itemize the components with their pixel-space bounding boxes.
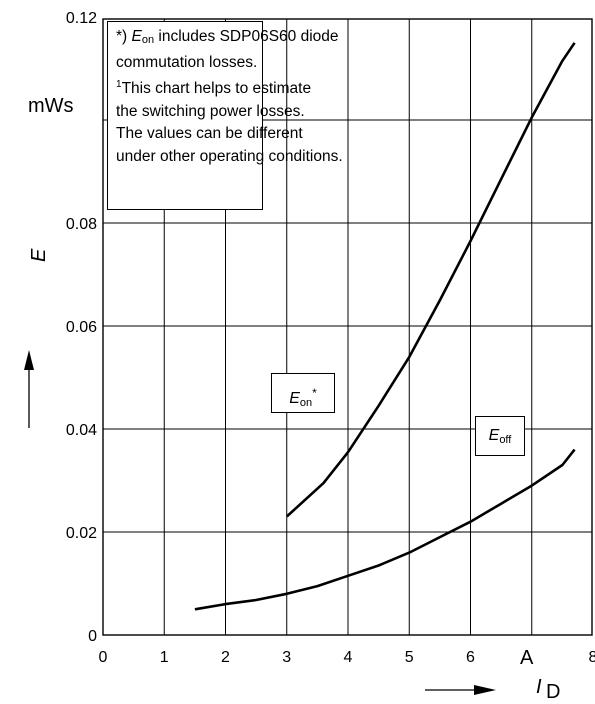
curves: [194, 42, 576, 611]
x-unit-label: A: [520, 647, 534, 669]
note-line-1: *) Eon includes SDP06S60 diode: [116, 28, 339, 46]
x-axis-arrow: [425, 685, 496, 695]
plot-border: [102, 18, 593, 636]
series-line-eoff: [194, 448, 576, 611]
y-axis-label: E: [28, 248, 50, 262]
note-line-5: The values can be different: [116, 125, 303, 142]
x-tick-label: 1: [160, 649, 169, 666]
y-axis-arrow: [24, 350, 34, 428]
x-tick-label: 8: [589, 649, 595, 666]
series-label-eon: Eon*: [271, 373, 335, 413]
x-axis-label: I D: [536, 676, 560, 703]
y-tick-label: 0: [88, 628, 97, 645]
x-tick-label: 3: [282, 649, 291, 666]
y-tick-label: 0.02: [66, 525, 97, 542]
chart-annotation-box: *) Eon includes SDP06S60 diode commutati…: [107, 21, 343, 210]
note-line-2: commutation losses.: [116, 53, 258, 71]
series-label-eoff: Eoff: [475, 416, 525, 456]
y-tick-label: 0.08: [66, 216, 97, 233]
y-tick-label: 0.06: [66, 319, 97, 336]
x-tick-label: 4: [344, 649, 353, 666]
svg-text:I: I: [536, 676, 542, 698]
y-unit-label: mWs: [28, 95, 74, 117]
y-tick-label: 0.04: [66, 422, 97, 439]
y-tick-labels: 0 0.02 0.04 0.06 0.08 0.12: [66, 10, 97, 645]
x-tick-label: 0: [99, 649, 108, 666]
series-line-eon: [285, 42, 576, 518]
note-line-4: the switching power losses.: [116, 102, 305, 120]
x-tick-label: 6: [466, 649, 475, 666]
x-tick-label: 5: [405, 649, 414, 666]
plot-frame: [102, 18, 593, 636]
note-line-6: under other operating conditions.: [116, 147, 343, 165]
y-tick-label: 0.12: [66, 10, 97, 27]
svg-text:D: D: [546, 681, 560, 703]
note-line-3: 1This chart helps to estimate: [116, 79, 312, 97]
x-tick-labels: 0 1 2 3 4 5 6 8: [99, 649, 595, 666]
x-tick-label: 2: [221, 649, 230, 666]
